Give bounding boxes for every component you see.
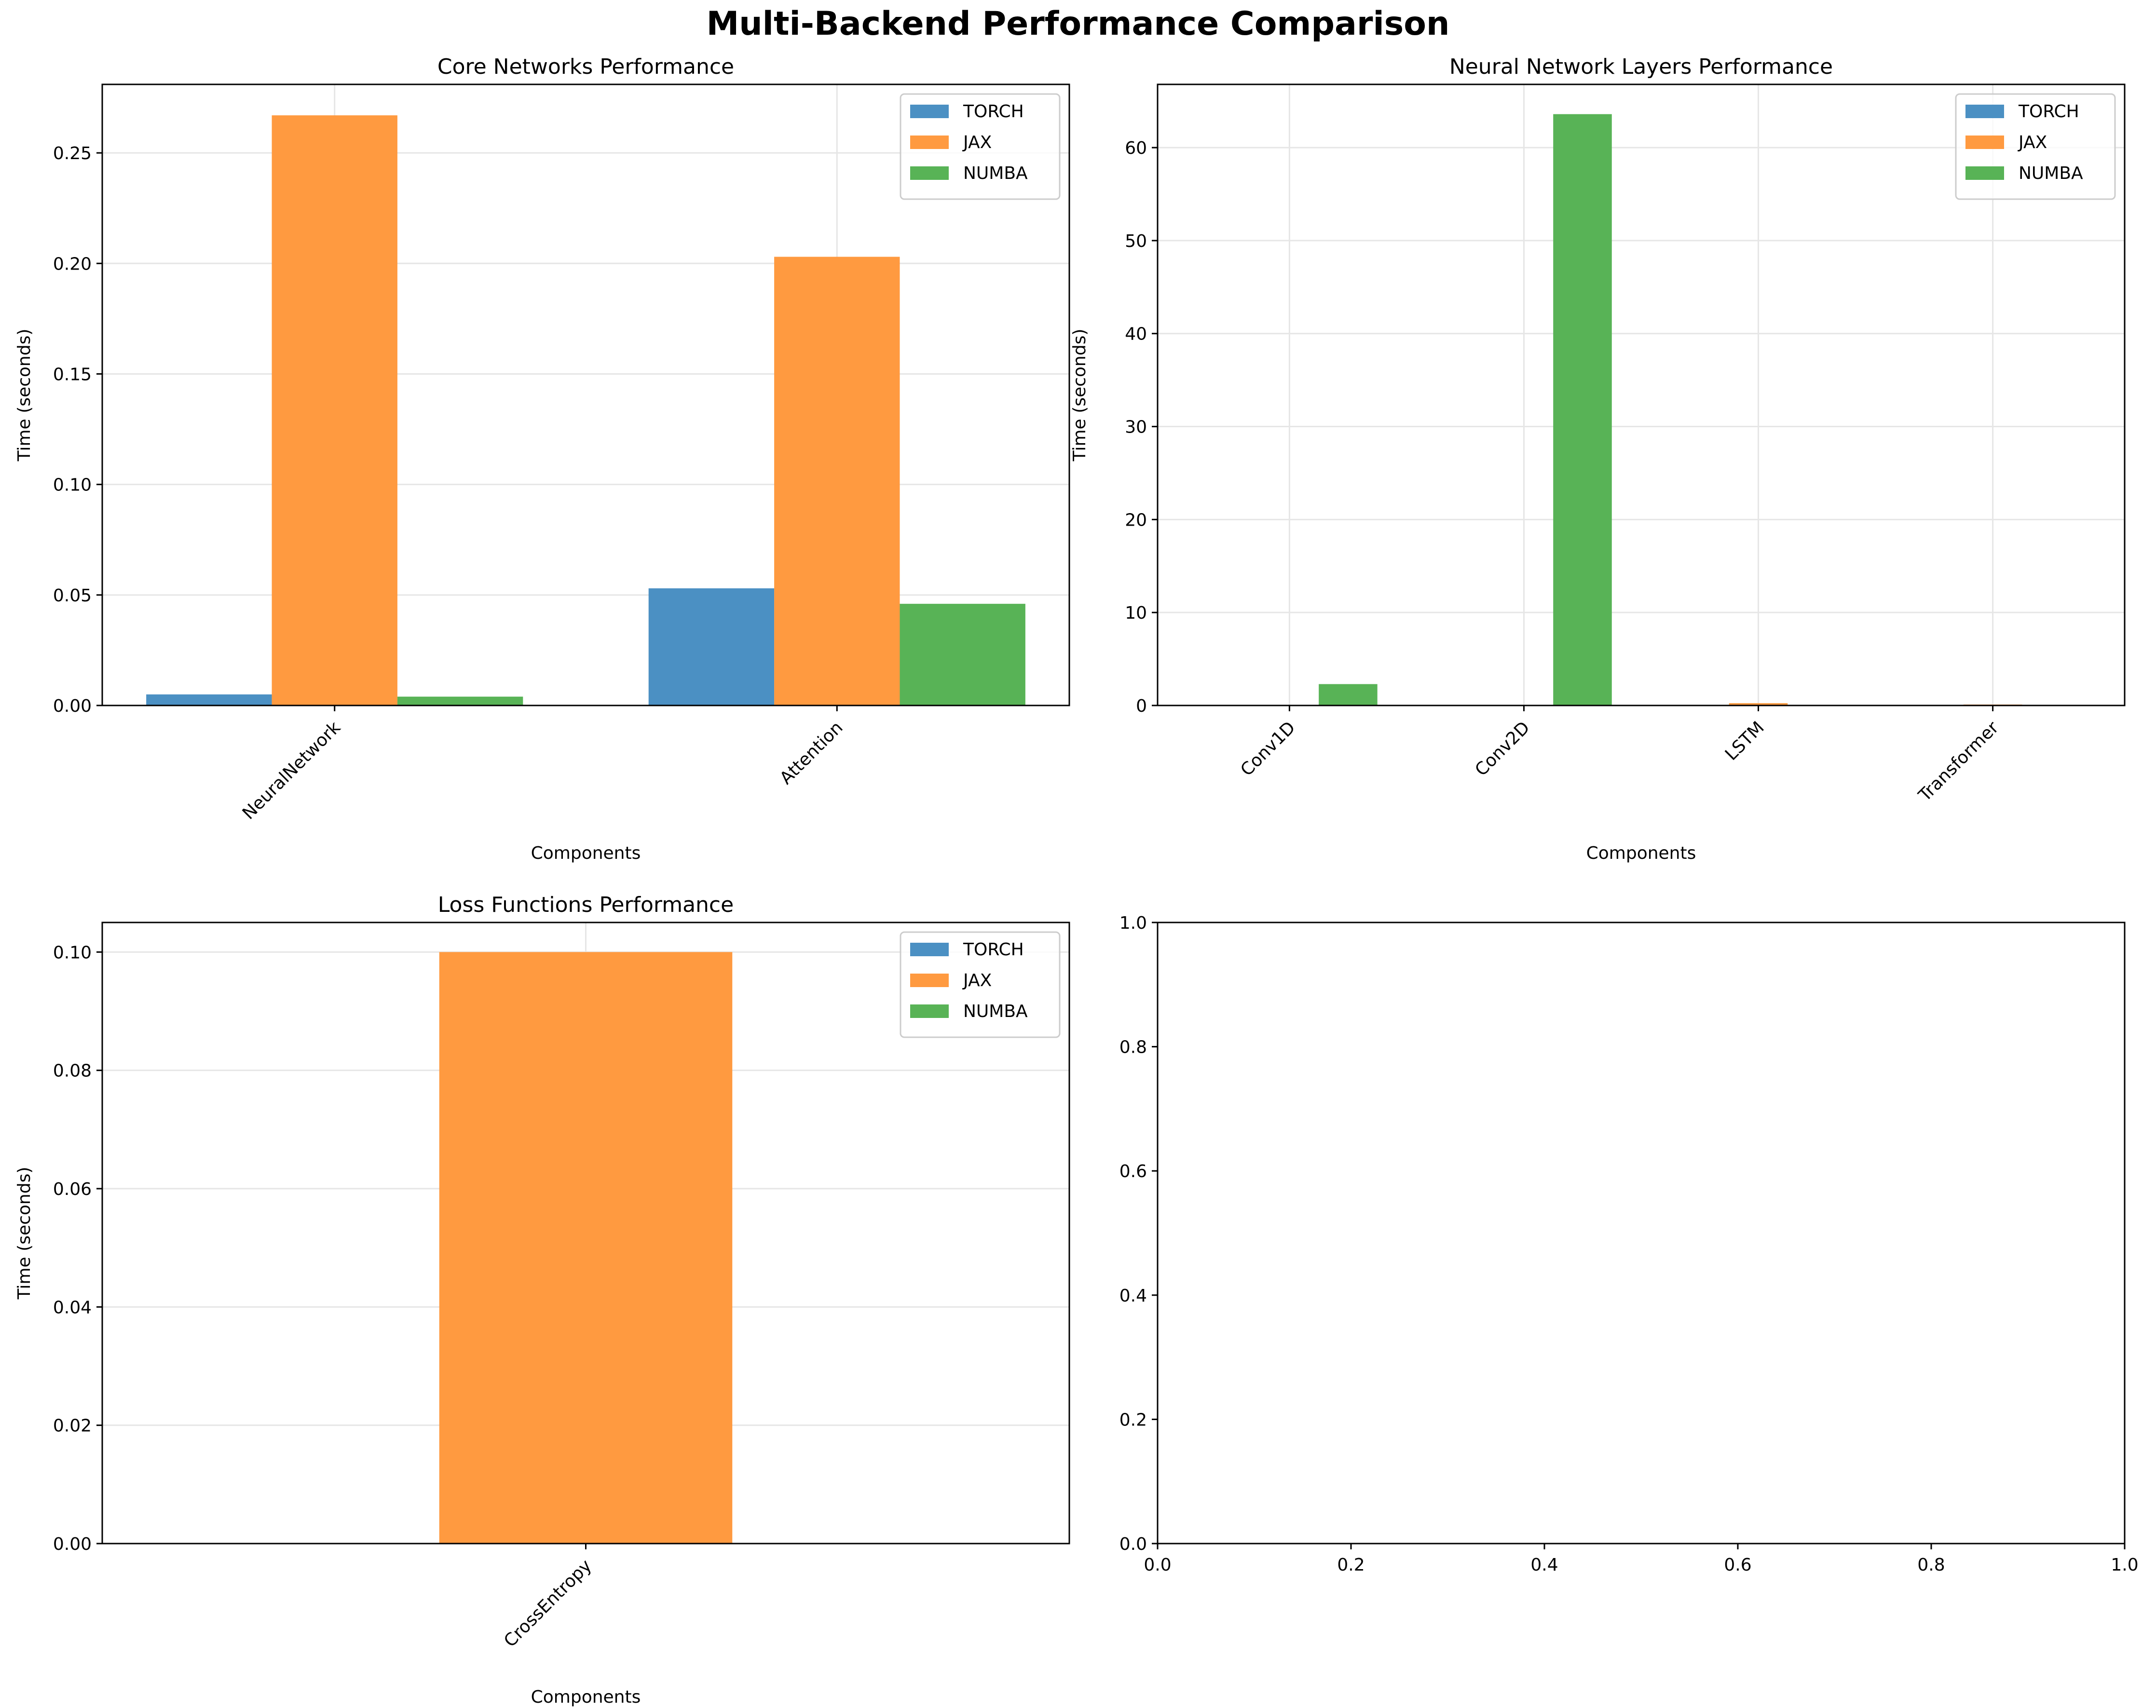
- chart1-ytick-label: 0.10: [53, 475, 92, 495]
- chart1-bar-torch-neuralnetwork: [146, 694, 272, 705]
- chart1-ylabel: Time (seconds): [14, 329, 34, 462]
- chart2-legend-swatch-jax: [1965, 136, 2004, 149]
- chart3-ytick-label: 0.00: [53, 1534, 92, 1554]
- chart2-bar-numba-conv1d: [1319, 684, 1378, 705]
- chart2-ytick-label: 30: [1125, 418, 1147, 437]
- chart4-axes-frame: [1157, 922, 2126, 1545]
- chart2-title: Neural Network Layers Performance: [1449, 54, 1833, 79]
- chart3-title: Loss Functions Performance: [438, 893, 734, 917]
- chart1-xtick-label-attention: Attention: [776, 718, 846, 788]
- chart4-ytick-label: 0.6: [1119, 1162, 1147, 1181]
- chart3-legend-swatch-numba: [910, 1004, 949, 1018]
- chart4-xtick-label: 0.8: [1917, 1555, 1945, 1575]
- chart4-ytick-label: 1.0: [1119, 913, 1147, 933]
- chart4-ytick-label: 0.8: [1119, 1038, 1147, 1057]
- chart4-ytick-label: 0.2: [1119, 1410, 1147, 1430]
- chart3-ytick-label: 0.02: [53, 1416, 92, 1436]
- chart3-legend-label-jax: JAX: [962, 971, 992, 990]
- chart2-ytick-label: 20: [1125, 510, 1147, 530]
- chart1-ytick-label: 0.20: [53, 254, 92, 274]
- chart1-ytick-label: 0.00: [53, 696, 92, 716]
- chart3-bar-jax-crossentropy: [439, 952, 733, 1544]
- chart1-legend-label-torch: TORCH: [963, 102, 1024, 122]
- chart2-legend-label-numba: NUMBA: [2019, 163, 2083, 183]
- chart2-legend-label-jax: JAX: [2018, 133, 2047, 152]
- chart1-xtick-label-neuralnetwork: NeuralNetwork: [239, 718, 344, 823]
- chart1-xlabel: Components: [531, 843, 641, 863]
- chart3-legend-label-numba: NUMBA: [963, 1002, 1028, 1021]
- chart1-bar-jax-attention: [774, 257, 900, 705]
- chart1-bar-numba-neuralnetwork: [397, 696, 523, 705]
- chart1-bar-torch-attention: [648, 588, 775, 705]
- chart2-ytick-label: 60: [1125, 138, 1147, 158]
- chart3-ytick-label: 0.08: [53, 1061, 92, 1081]
- chart1-axes-frame: [101, 83, 1070, 706]
- chart3-legend-swatch-torch: [910, 943, 949, 956]
- chart1-ytick-label: 0.05: [53, 586, 92, 606]
- chart1-ytick-label: 0.25: [53, 144, 92, 163]
- chart1-bar-numba-attention: [900, 604, 1025, 705]
- chart2-bar-numba-conv2d: [1553, 114, 1612, 706]
- chart3-legend-label-torch: TORCH: [963, 940, 1024, 960]
- chart1-legend-swatch-numba: [910, 166, 949, 180]
- figure-title: Multi-Backend Performance Comparison: [706, 5, 1450, 43]
- chart3-legend-swatch-jax: [910, 974, 949, 987]
- chart3-ytick-label: 0.06: [53, 1179, 92, 1199]
- chart3-ytick-label: 0.04: [53, 1298, 92, 1317]
- chart4-ytick-label: 0.4: [1119, 1286, 1147, 1306]
- chart1-ytick-label: 0.15: [53, 365, 92, 384]
- chart3-ylabel: Time (seconds): [14, 1167, 34, 1300]
- chart4-xtick-label: 0.2: [1337, 1555, 1365, 1575]
- chart2-xtick-label-conv1d: Conv1D: [1237, 718, 1299, 780]
- chart4-xtick-label: 0.0: [1144, 1555, 1171, 1575]
- chart2-xlabel: Components: [1586, 843, 1696, 863]
- chart1-legend-swatch-jax: [910, 136, 949, 149]
- chart2-ytick-label: 50: [1125, 231, 1147, 251]
- chart2-ytick-label: 0: [1136, 696, 1147, 716]
- chart1-bar-jax-neuralnetwork: [272, 115, 397, 706]
- chart2-xtick-label-transformer: Transformer: [1914, 718, 2003, 806]
- chart2-axes-frame: [1157, 83, 2126, 706]
- chart1-legend-swatch-torch: [910, 105, 949, 118]
- chart2-legend-swatch-numba: [1965, 166, 2004, 180]
- chart2-legend-label-torch: TORCH: [2018, 102, 2079, 122]
- chart2-ytick-label: 10: [1125, 603, 1147, 623]
- chart3-ytick-label: 0.10: [53, 943, 92, 962]
- chart3-xtick-label-crossentropy: CrossEntropy: [500, 1556, 596, 1651]
- chart1-legend-label-numba: NUMBA: [963, 163, 1028, 183]
- chart2-xtick-label-lstm: LSTM: [1721, 718, 1768, 764]
- chart1-legend-label-jax: JAX: [962, 133, 992, 152]
- chart2-ylabel: Time (seconds): [1070, 329, 1090, 462]
- chart1-title: Core Networks Performance: [437, 54, 734, 79]
- chart4-xtick-label: 0.4: [1530, 1555, 1558, 1575]
- chart4-xtick-label: 1.0: [2111, 1555, 2138, 1575]
- chart4-xtick-label: 0.6: [1724, 1555, 1751, 1575]
- chart2-legend-swatch-torch: [1965, 105, 2004, 118]
- chart2-ytick-label: 40: [1125, 325, 1147, 344]
- chart3-xlabel: Components: [531, 1687, 641, 1707]
- chart2-bar-jax-lstm: [1729, 703, 1788, 705]
- chart2-xtick-label-conv2d: Conv2D: [1471, 718, 1533, 780]
- chart4-ytick-label: 0.0: [1119, 1534, 1147, 1554]
